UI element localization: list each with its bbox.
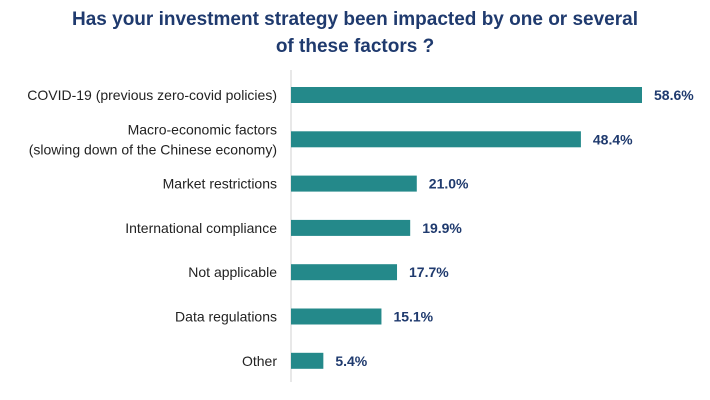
category-label: Macro-economic factors (slowing down of t… bbox=[29, 121, 277, 157]
data-label: 15.1% bbox=[393, 309, 433, 325]
bar bbox=[291, 264, 398, 281]
bar bbox=[291, 352, 324, 369]
category-label-line: Other bbox=[242, 353, 277, 369]
category-label-line: Macro-economic factors bbox=[128, 121, 277, 137]
bar bbox=[291, 131, 581, 148]
bar bbox=[291, 87, 642, 103]
chart-title-line-1: Has your investment strategy been impact… bbox=[72, 9, 638, 30]
category-label: Market restrictions bbox=[163, 176, 277, 192]
chart-title-line-2: of these factors ? bbox=[275, 36, 435, 57]
category-label: International compliance bbox=[125, 220, 277, 236]
data-label: 17.7% bbox=[409, 264, 449, 280]
category-label-line: Not applicable bbox=[188, 264, 277, 280]
chart-title: Has your investment strategy been impact… bbox=[0, 6, 710, 60]
data-label: 58.6% bbox=[654, 87, 694, 103]
bar bbox=[291, 175, 417, 192]
bar bbox=[291, 308, 382, 325]
category-label-line: Data regulations bbox=[175, 309, 277, 325]
category-label: COVID-19 (previous zero-covid policies) bbox=[27, 87, 277, 103]
category-label-line: Market restrictions bbox=[163, 176, 277, 192]
category-label-line: (slowing down of the Chinese economy) bbox=[29, 141, 277, 157]
data-label: 19.9% bbox=[422, 220, 462, 236]
data-label: 5.4% bbox=[335, 353, 367, 369]
category-label: Not applicable bbox=[188, 264, 277, 280]
category-label: Other bbox=[242, 353, 277, 369]
category-label-line: COVID-19 (previous zero-covid policies) bbox=[27, 87, 277, 103]
data-label: 48.4% bbox=[593, 131, 633, 147]
category-label: Data regulations bbox=[175, 309, 277, 325]
bar bbox=[291, 219, 411, 236]
category-label-line: International compliance bbox=[125, 220, 277, 236]
data-label: 21.0% bbox=[429, 176, 469, 192]
